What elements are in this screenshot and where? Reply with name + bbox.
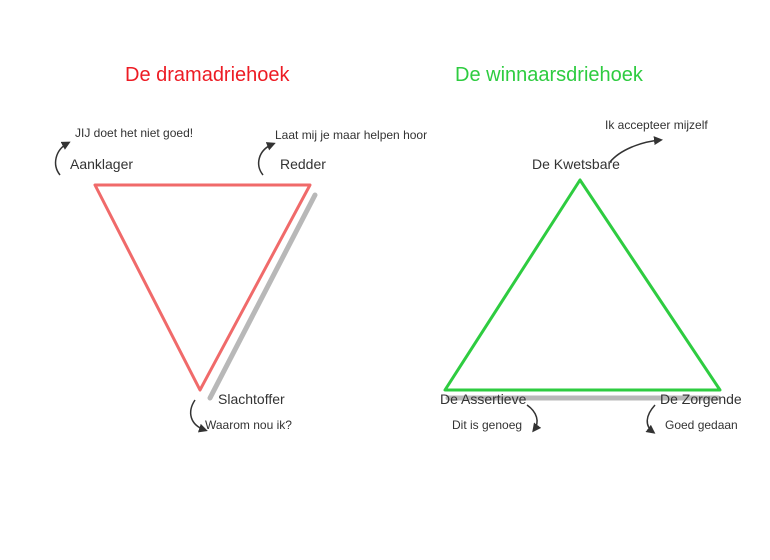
quote-assertieve: Dit is genoeg [452, 418, 522, 432]
arrow-aanklager [56, 143, 68, 175]
svg-canvas [0, 0, 770, 560]
right-title: De winnaarsdriehoek [455, 64, 643, 87]
quote-slachtoffer: Waarom nou ik? [205, 418, 292, 432]
arrow-zorgende [647, 405, 655, 432]
left-title: De dramadriehoek [125, 64, 290, 87]
label-slachtoffer: Slachtoffer [218, 391, 285, 407]
left-triangle-shadow [210, 195, 315, 398]
left-triangle [95, 185, 310, 390]
arrow-slachtoffer [191, 400, 205, 430]
right-triangle [445, 180, 720, 390]
arrow-assertieve [527, 405, 537, 430]
diagram-stage: De dramadriehoek De winnaarsdriehoek Aan… [0, 0, 770, 560]
arrow-redder [259, 144, 273, 175]
quote-aanklager: JIJ doet het niet goed! [75, 126, 193, 140]
label-assertieve: De Assertieve [440, 391, 526, 407]
label-zorgende: De Zorgende [660, 391, 742, 407]
quote-kwetsbare: Ik accepteer mijzelf [605, 118, 708, 132]
quote-redder: Laat mij je maar helpen hoor [275, 128, 427, 142]
quote-zorgende: Goed gedaan [665, 418, 738, 432]
label-kwetsbare: De Kwetsbare [532, 156, 620, 172]
label-aanklager: Aanklager [70, 156, 133, 172]
label-redder: Redder [280, 156, 326, 172]
